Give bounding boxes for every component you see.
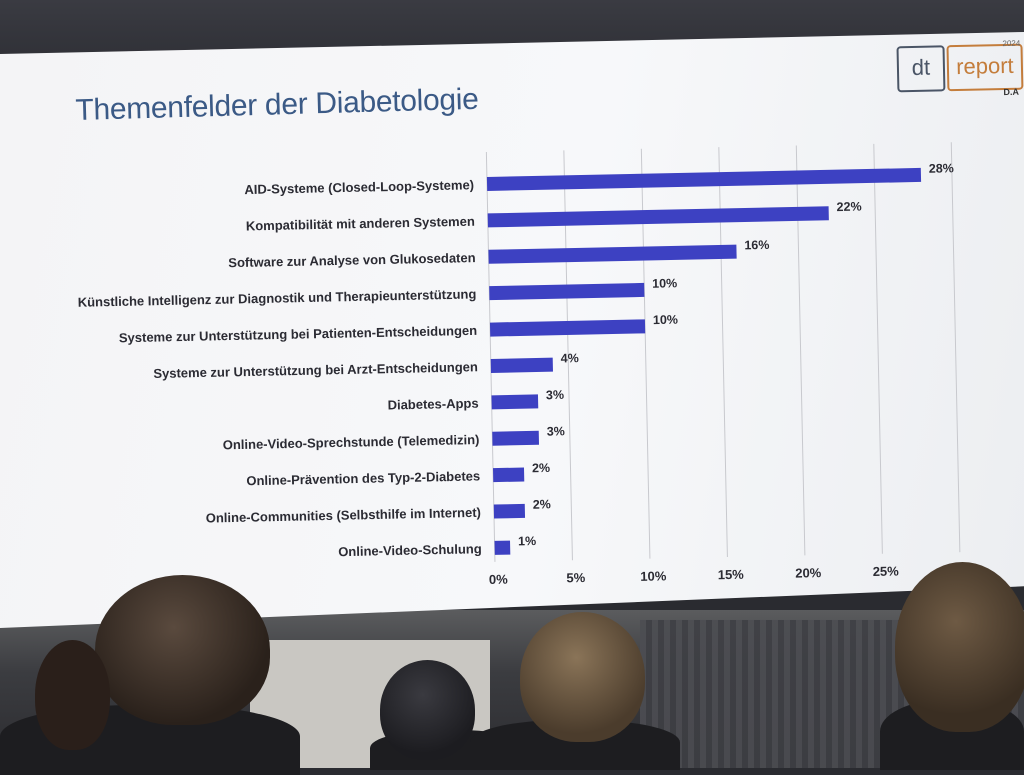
category-label: Online-Video-Schulung	[338, 541, 482, 559]
category-label: Online-Video-Sprechstunde (Telemedizin)	[223, 432, 480, 452]
category-label: Online-Prävention des Typ-2-Diabetes	[246, 468, 480, 488]
audience-head	[380, 660, 475, 760]
x-tick-label: 10%	[640, 568, 667, 584]
x-tick-label: 20%	[795, 565, 822, 581]
bar	[489, 282, 645, 301]
bar	[487, 206, 829, 228]
bar	[494, 540, 511, 555]
data-label: 2%	[533, 497, 551, 511]
audience-head	[520, 612, 645, 742]
x-tick-label: 25%	[873, 563, 900, 579]
data-label: 3%	[546, 388, 564, 402]
x-tick-label: 0%	[489, 572, 509, 587]
bar	[491, 394, 539, 410]
bar	[492, 467, 525, 483]
category-label: Software zur Analyse von Glukosedaten	[228, 250, 476, 270]
data-label: 2%	[532, 461, 550, 475]
x-tick-label: 5%	[566, 570, 586, 585]
category-label: AID-Systeme (Closed-Loop-Systeme)	[244, 177, 474, 197]
audience-head	[35, 640, 110, 750]
data-label: 28%	[929, 161, 954, 176]
x-tick-label: 15%	[718, 567, 745, 583]
audience-head	[95, 575, 270, 725]
data-label: 1%	[518, 534, 536, 548]
bar	[493, 503, 526, 519]
data-label: 10%	[653, 313, 678, 328]
projection-screen: Themenfelder der Diabetologie dt report …	[0, 32, 1024, 628]
bar	[486, 167, 922, 191]
bar-chart: 0% 5% 10% 15% 20% 25% AID-Systeme (Closed-Loop…	[78, 142, 961, 587]
data-label: 22%	[836, 200, 861, 215]
data-label: 10%	[652, 276, 677, 291]
gridline	[950, 142, 961, 553]
bar	[492, 430, 540, 446]
category-label: Online-Communities (Selbsthilfe im Inter…	[206, 505, 481, 526]
bar	[488, 244, 737, 264]
gridline	[873, 143, 883, 554]
category-label: Diabetes-Apps	[387, 396, 478, 413]
data-label: 16%	[744, 238, 769, 253]
bar	[490, 357, 553, 373]
category-label: Systeme zur Unterstützung bei Arzt-Entsc…	[153, 359, 478, 381]
data-label: 3%	[547, 424, 565, 438]
bar	[489, 319, 646, 337]
category-label: Kompatibilität mit anderen Systemen	[246, 214, 475, 234]
category-label: Künstliche Intelligenz zur Diagnostik un…	[78, 286, 477, 309]
data-label: 4%	[561, 351, 579, 365]
category-label: Systeme zur Unterstützung bei Patienten-…	[119, 323, 478, 346]
audience-head	[895, 562, 1024, 732]
